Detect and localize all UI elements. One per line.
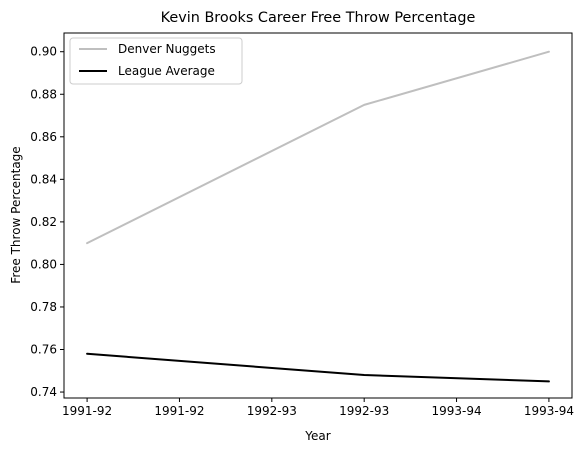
y-tick-label: 0.84 bbox=[30, 172, 57, 186]
y-tick-label: 0.78 bbox=[30, 300, 57, 314]
series-line-denver-nuggets bbox=[86, 50, 550, 245]
plot-area bbox=[86, 50, 550, 383]
y-tick-label: 0.74 bbox=[30, 385, 57, 399]
x-tick-label: 1992-93 bbox=[247, 404, 297, 418]
plot-frame bbox=[63, 32, 573, 399]
series-line-league-average bbox=[86, 352, 550, 383]
y-axis-label: Free Throw Percentage bbox=[9, 146, 23, 283]
y-tick-label: 0.90 bbox=[30, 45, 57, 59]
legend: Denver Nuggets League Average bbox=[69, 37, 243, 85]
y-tick-label: 0.76 bbox=[30, 343, 57, 357]
x-axis: 1991-92 1991-92 1992-93 1992-93 1993-94 1993-… bbox=[62, 398, 574, 418]
x-tick-label: 1992-93 bbox=[339, 404, 389, 418]
x-axis-label: Year bbox=[304, 429, 330, 443]
x-tick-label: 1991-92 bbox=[154, 404, 204, 418]
x-tick-label: 1991-92 bbox=[62, 404, 112, 418]
y-tick-label: 0.82 bbox=[30, 215, 57, 229]
legend-box bbox=[69, 37, 243, 85]
legend-label: League Average bbox=[118, 64, 215, 78]
x-tick-label: 1993-94 bbox=[524, 404, 574, 418]
x-tick-label: 1993-94 bbox=[431, 404, 481, 418]
y-axis: 0.74 0.76 0.78 0.80 0.82 0.84 0.86 0.88 0.90 bbox=[30, 45, 64, 399]
y-tick-label: 0.86 bbox=[30, 130, 57, 144]
y-tick-label: 0.88 bbox=[30, 87, 57, 101]
chart-title: Kevin Brooks Career Free Throw Percentag… bbox=[161, 10, 476, 26]
y-tick-label: 0.80 bbox=[30, 257, 57, 271]
legend-label: Denver Nuggets bbox=[118, 42, 216, 56]
